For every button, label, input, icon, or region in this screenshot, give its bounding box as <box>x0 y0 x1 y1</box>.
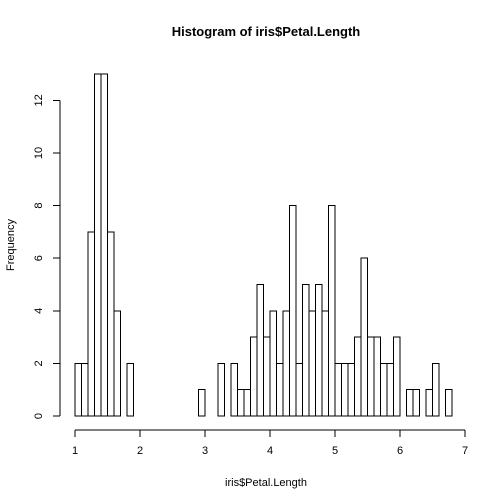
histogram-bar <box>256 284 264 417</box>
x-axis: 1 2 3 4 5 6 7 <box>72 429 468 457</box>
histogram-bar <box>237 389 245 417</box>
histogram-bar <box>445 389 453 417</box>
histogram-bar <box>81 362 89 417</box>
histogram-bar <box>393 336 401 417</box>
y-tick-label: 4 <box>33 308 45 314</box>
histogram-bar <box>386 362 394 417</box>
x-tick-label: 2 <box>137 445 143 457</box>
histogram-bar <box>107 231 115 417</box>
y-tick-label: 0 <box>33 413 45 419</box>
histogram-bar <box>295 362 303 417</box>
y-tick-label: 2 <box>33 360 45 366</box>
x-axis-label: iris$Petal.Length <box>225 477 307 489</box>
histogram-bar <box>302 284 310 417</box>
y-tick-label: 6 <box>33 255 45 261</box>
histogram-bar <box>334 362 342 417</box>
histogram-bar <box>341 362 349 417</box>
histogram-bar <box>94 73 102 417</box>
histogram-bar <box>113 310 121 417</box>
histogram-bar <box>308 310 316 417</box>
y-axis-label: Frequency <box>5 219 17 271</box>
histogram-bar <box>289 205 297 417</box>
histogram-bar <box>412 389 420 417</box>
y-tick-label: 12 <box>33 94 45 106</box>
histogram-bar <box>328 205 336 417</box>
histogram-bar <box>217 362 225 417</box>
histogram-bar <box>373 336 381 417</box>
x-tick-label: 6 <box>397 445 403 457</box>
histogram-bar <box>380 362 388 417</box>
x-tick-label: 3 <box>202 445 208 457</box>
histogram-bar <box>250 336 258 417</box>
histogram-bar <box>74 362 82 417</box>
histogram-bar <box>126 362 134 417</box>
histogram-bar <box>432 362 440 417</box>
y-tick-label: 10 <box>33 147 45 159</box>
histogram-bar <box>276 362 284 417</box>
histogram-bar <box>87 231 95 417</box>
x-tick-label: 1 <box>72 445 78 457</box>
histogram-bar <box>282 310 290 417</box>
histogram-bar <box>269 310 277 417</box>
histogram-bar <box>243 389 251 417</box>
x-tick-label: 7 <box>462 445 468 457</box>
histogram-bar <box>100 73 108 417</box>
chart-title: Histogram of iris$Petal.Length <box>172 24 361 39</box>
histogram-bar <box>354 336 362 417</box>
histogram-bar <box>425 389 433 417</box>
histogram-bar <box>367 336 375 417</box>
histogram-bar <box>230 362 238 417</box>
histogram-bar <box>347 362 355 417</box>
histogram-bar <box>321 310 329 417</box>
y-tick-label: 8 <box>33 203 45 209</box>
x-tick-label: 5 <box>332 445 338 457</box>
histogram-bar <box>406 389 414 417</box>
histogram-bars <box>74 73 453 417</box>
histogram-bar <box>263 336 271 417</box>
histogram-bar <box>360 257 368 417</box>
x-tick-label: 4 <box>267 445 273 457</box>
y-axis: 0 2 4 6 8 10 12 <box>33 94 61 419</box>
histogram-bar <box>315 284 323 417</box>
histogram-bar <box>198 389 206 417</box>
